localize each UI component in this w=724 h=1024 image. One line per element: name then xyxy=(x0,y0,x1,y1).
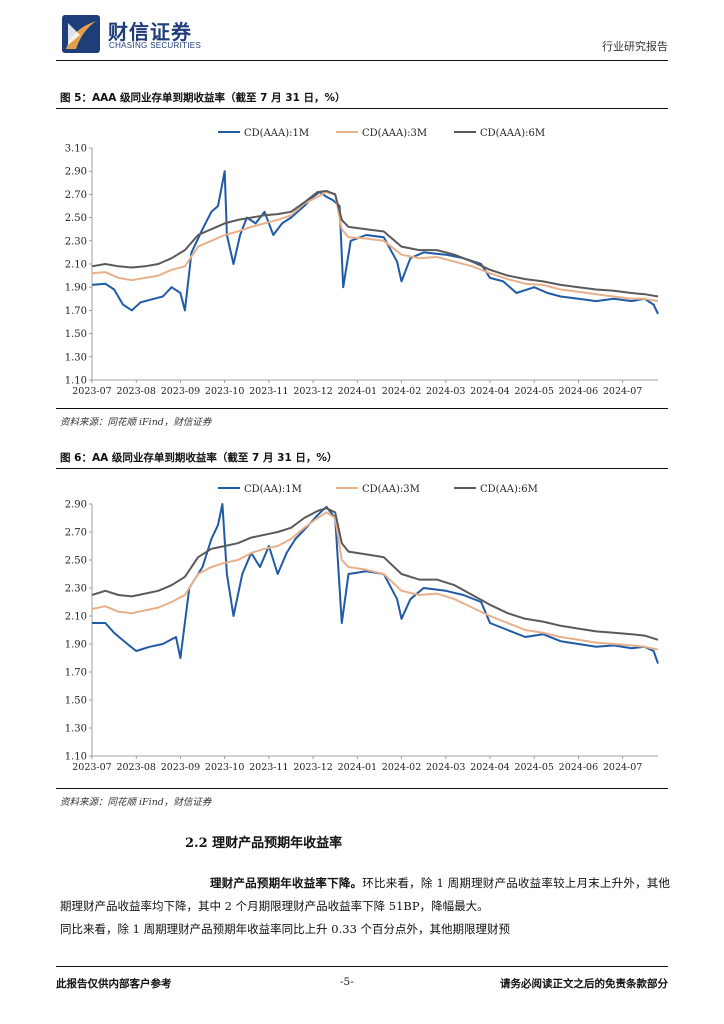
series-line-CD(AA):1M xyxy=(92,503,659,664)
x-tick-label: 2024-01 xyxy=(338,386,377,397)
report-type: 行业研究报告 xyxy=(602,40,668,53)
x-tick-label: 2024-06 xyxy=(559,762,598,773)
figure-6-top-rule xyxy=(56,468,668,469)
figure-6-bottom-rule xyxy=(56,788,668,789)
series-line-CD(AA):3M xyxy=(91,511,659,651)
y-tick-label: 3.10 xyxy=(65,144,87,155)
figure-5-source: 资料来源：同花顺 iFind，财信证券 xyxy=(60,417,212,428)
series-line-CD(AAA):1M xyxy=(91,170,659,315)
company-logo-icon xyxy=(62,15,100,53)
x-tick-label: 2024-04 xyxy=(470,386,509,397)
figure-5-bottom-rule xyxy=(56,408,668,409)
y-tick-label: 2.90 xyxy=(65,167,87,178)
figure-6-chart: CD(AA):1M CD(AA):3M CD(AA):6M 1.10 1.30 1.50 1… xyxy=(65,484,659,773)
legend-label-1: CD(AAA):3M xyxy=(362,128,427,139)
body-paragraph-1: 理财产品预期年收益率下降。环比来看，除 1 周期理财产品收益率较上月末上升外，其… xyxy=(60,872,670,918)
legend-label-2: CD(AAA):6M xyxy=(480,128,545,139)
x-tick-label: 2024-02 xyxy=(382,386,421,397)
legend-label-1: CD(AA):3M xyxy=(362,484,420,495)
series-line-CD(AAA):6M xyxy=(91,189,659,298)
legend-label-2: CD(AA):6M xyxy=(480,484,538,495)
x-tick-label: 2024-06 xyxy=(559,386,598,397)
y-tick-label: 2.30 xyxy=(65,584,87,595)
x-tick-label: 2023-11 xyxy=(249,386,288,397)
x-tick-label: 2024-01 xyxy=(338,762,377,773)
section-heading: 2.2 理财产品预期年收益率 xyxy=(185,836,343,851)
y-tick-label: 2.30 xyxy=(65,236,87,247)
series-line-CD(AAA):3M xyxy=(91,191,659,303)
x-tick-label: 2024-05 xyxy=(514,386,553,397)
x-tick-label: 2023-10 xyxy=(205,386,244,397)
legend-label-0: CD(AAA):1M xyxy=(244,128,309,139)
y-tick-label: 1.30 xyxy=(65,352,87,363)
y-tick-label: 1.70 xyxy=(65,668,87,679)
y-tick-label: 1.50 xyxy=(65,329,87,340)
series-line-CD(AA):6M xyxy=(91,507,659,641)
x-tick-label: 2023-11 xyxy=(249,762,288,773)
legend-label-0: CD(AA):1M xyxy=(244,484,302,495)
y-tick-label: 2.50 xyxy=(65,556,87,567)
header-divider xyxy=(56,60,668,61)
figure-6-title: 图 6：AA 级同业存单到期收益率（截至 7 月 31 日，%） xyxy=(60,452,338,464)
figure-5-title: 图 5：AAA 级同业存单到期收益率（截至 7 月 31 日，%） xyxy=(60,92,346,104)
logo-chinese-name: 财信证券 xyxy=(108,20,192,44)
lead-sentence: 理财产品预期年收益率下降。 xyxy=(210,876,363,890)
logo-english-name: CHASING SECURITIES xyxy=(109,41,202,50)
figure-6-source: 资料来源：同花顺 iFind，财信证券 xyxy=(60,797,212,808)
x-tick-label: 2023-10 xyxy=(205,762,244,773)
x-tick-label: 2024-02 xyxy=(382,762,421,773)
footer-disclaimer-left: 此报告仅供内部客户参考 xyxy=(56,978,172,990)
x-tick-label: 2024-07 xyxy=(603,762,642,773)
y-tick-label: 2.10 xyxy=(65,260,87,271)
paragraph-1-text: 环比来看，除 1 周期理财产品收益率较上月末上升外，其他期理财产品收益率均下降，… xyxy=(60,876,671,913)
y-tick-label: 1.30 xyxy=(65,724,87,735)
y-tick-label: 1.70 xyxy=(65,306,87,317)
x-tick-label: 2024-03 xyxy=(426,386,465,397)
chart-0-legend: CD(AAA):1M CD(AAA):3M CD(AAA):6M xyxy=(218,128,545,139)
x-tick-label: 2023-07 xyxy=(72,762,111,773)
y-tick-label: 1.90 xyxy=(65,640,87,651)
chart-1-legend: CD(AA):1M CD(AA):3M CD(AA):6M xyxy=(218,484,538,495)
x-tick-label: 2024-07 xyxy=(603,386,642,397)
y-tick-label: 1.90 xyxy=(65,283,87,294)
x-tick-label: 2023-07 xyxy=(72,386,111,397)
x-tick-label: 2024-04 xyxy=(470,762,509,773)
x-tick-label: 2023-08 xyxy=(116,762,155,773)
x-tick-label: 2023-08 xyxy=(116,386,155,397)
y-tick-label: 1.10 xyxy=(65,376,87,387)
y-tick-label: 2.90 xyxy=(65,500,87,511)
x-tick-label: 2023-09 xyxy=(161,386,200,397)
figure-5-chart: CD(AAA):1M CD(AAA):3M CD(AAA):6M 1.10 1.30 1.… xyxy=(65,128,659,397)
y-tick-label: 2.70 xyxy=(65,190,87,201)
x-tick-label: 2024-05 xyxy=(514,762,553,773)
footer-disclaimer-right: 请务必阅读正文之后的免责条款部分 xyxy=(500,978,668,990)
y-tick-label: 2.10 xyxy=(65,612,87,623)
figure-5-top-rule xyxy=(56,108,668,109)
x-tick-label: 2023-09 xyxy=(161,762,200,773)
x-tick-label: 2023-12 xyxy=(293,386,332,397)
footer-divider xyxy=(56,966,668,967)
y-tick-label: 2.70 xyxy=(65,528,87,539)
x-tick-label: 2024-03 xyxy=(426,762,465,773)
x-tick-label: 2023-12 xyxy=(293,762,332,773)
y-tick-label: 1.10 xyxy=(65,752,87,763)
y-tick-label: 2.50 xyxy=(65,213,87,224)
page-number: -5- xyxy=(340,976,354,988)
body-paragraph-2: 同比来看，除 1 周期理财产品预期年收益率同比上升 0.33 个百分点外，其他期… xyxy=(60,922,511,936)
y-tick-label: 1.50 xyxy=(65,696,87,707)
